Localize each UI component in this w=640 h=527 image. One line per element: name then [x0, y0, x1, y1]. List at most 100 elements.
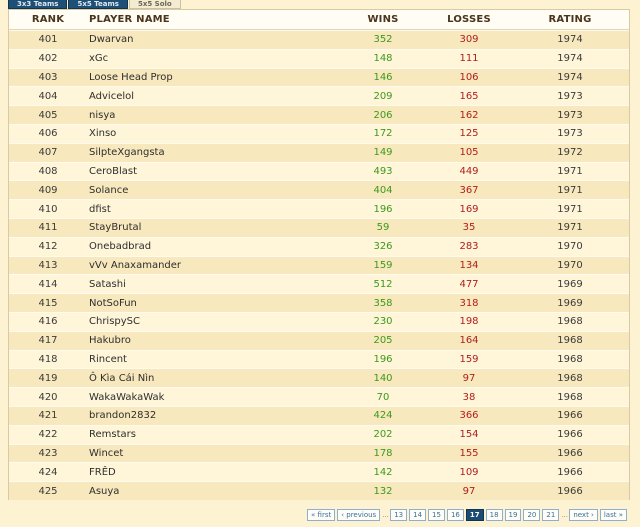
player-name-link[interactable]: brandon2832 [89, 410, 157, 422]
rank-column-header[interactable]: RANK [31, 14, 65, 25]
player-name-link[interactable]: Advicelol [89, 90, 135, 102]
player-name-link[interactable]: ChrispySC [89, 316, 141, 328]
player-column-header[interactable]: PLAYER NAME [89, 14, 170, 25]
page-number-button[interactable]: 13 [390, 509, 408, 521]
rank-cell: 415 [38, 297, 58, 309]
pagination: « first ‹ previous ... 13 14 15 16 17 18 19 20 2… [307, 509, 627, 521]
rating-cell: 1966 [557, 466, 583, 478]
previous-page-button[interactable]: ‹ previous [337, 509, 381, 521]
wins-cell: 230 [373, 316, 393, 328]
player-name-link[interactable]: WakaWakaWak [89, 391, 165, 403]
table-row: 412 Onebadbrad 326 283 1970 [9, 236, 629, 256]
player-name-link[interactable]: Wincet [89, 447, 124, 459]
page-number-button[interactable]: 16 [446, 509, 464, 521]
player-name-link[interactable]: dfist [89, 203, 111, 215]
losses-cell: 162 [459, 109, 479, 121]
player-name-link[interactable]: xGc [89, 53, 109, 65]
player-name-link[interactable]: nisya [89, 109, 116, 121]
first-page-button[interactable]: « first [307, 509, 336, 521]
wins-cell: 358 [373, 297, 393, 309]
player-name-link[interactable]: NotSoFun [89, 297, 137, 309]
page-number-button[interactable]: 15 [428, 509, 445, 521]
losses-cell: 155 [459, 447, 479, 459]
rank-cell: 408 [38, 165, 58, 177]
rank-cell: 409 [38, 184, 58, 196]
tab-3x3-teams[interactable]: 3x3 Teams [8, 0, 68, 9]
losses-cell: 283 [459, 241, 479, 253]
rank-cell: 411 [38, 222, 58, 234]
losses-cell: 134 [459, 259, 479, 271]
player-name-link[interactable]: Satashi [89, 278, 126, 290]
tab-5x5-teams[interactable]: 5x5 Teams [68, 0, 128, 9]
rating-cell: 1973 [557, 128, 583, 140]
losses-cell: 97 [462, 372, 476, 384]
losses-cell: 109 [459, 466, 479, 478]
table-row: 401 Dwarvan 352 309 1974 [9, 30, 629, 49]
table-row: 404 Advicelol 209 165 1973 [9, 86, 629, 106]
rating-cell: 1968 [557, 316, 583, 328]
losses-cell: 477 [459, 278, 479, 290]
pagination-ellipsis: ... [561, 511, 568, 519]
losses-cell: 38 [462, 391, 476, 403]
player-name-link[interactable]: Xinso [89, 128, 117, 140]
rank-cell: 424 [38, 466, 58, 478]
player-name-link[interactable]: Hakubro [89, 335, 131, 347]
rank-cell: 412 [38, 241, 58, 253]
player-name-link[interactable]: CeroBlast [89, 165, 138, 177]
wins-cell: 493 [373, 165, 393, 177]
wins-cell: 202 [373, 429, 393, 441]
wins-column-header[interactable]: WINS [367, 14, 399, 25]
player-name-link[interactable]: Remstars [89, 429, 136, 441]
wins-cell: 70 [376, 391, 390, 403]
rating-cell: 1968 [557, 372, 583, 384]
losses-cell: 367 [459, 184, 479, 196]
rating-cell: 1968 [557, 335, 583, 347]
table-row: 421 brandon2832 424 366 1966 [9, 405, 629, 425]
player-name-link[interactable]: Rincent [89, 353, 127, 365]
rank-cell: 422 [38, 429, 58, 441]
page-number-button[interactable]: 21 [542, 509, 560, 521]
table-row: 422 Remstars 202 154 1966 [9, 424, 629, 444]
wins-cell: 146 [373, 71, 393, 83]
player-name-link[interactable]: Solance [89, 184, 129, 196]
current-page-button[interactable]: 17 [465, 509, 484, 521]
rank-cell: 401 [38, 34, 58, 46]
tab-5x5-solo[interactable]: 5x5 Solo [128, 0, 181, 9]
rating-cell: 1969 [557, 297, 583, 309]
rank-cell: 418 [38, 353, 58, 365]
page-number-button[interactable]: 19 [504, 509, 522, 521]
player-name-link[interactable]: Ô Kìa Cái Nìn [89, 372, 155, 384]
last-page-button[interactable]: last » [599, 509, 627, 521]
player-name-link[interactable]: Asuya [89, 485, 120, 497]
player-name-link[interactable]: StayBrutal [89, 222, 142, 234]
wins-cell: 196 [373, 203, 393, 215]
rank-cell: 414 [38, 278, 58, 290]
losses-column-header[interactable]: LOSSES [447, 14, 491, 25]
table-body: 401 Dwarvan 352 309 1974 402 xGc 148 111 1974 403 L… [9, 30, 629, 500]
losses-cell: 164 [459, 335, 479, 347]
table-row: 413 vVv Anaxamander 159 134 1970 [9, 255, 629, 275]
losses-cell: 97 [462, 485, 476, 497]
table-row: 418 Rincent 196 159 1968 [9, 349, 629, 369]
player-name-link[interactable]: SilpteXgangsta [89, 147, 165, 159]
rating-column-header[interactable]: RATING [548, 14, 592, 25]
player-name-link[interactable]: Loose Head Prop [89, 71, 173, 83]
player-name-link[interactable]: Onebadbrad [89, 241, 152, 253]
player-name-link[interactable]: FRÊD [89, 466, 116, 478]
table-row: 425 Asuya 132 97 1966 [9, 481, 629, 500]
rank-cell: 421 [38, 410, 58, 422]
rank-cell: 416 [38, 316, 58, 328]
player-name-link[interactable]: vVv Anaxamander [89, 259, 182, 271]
next-page-button[interactable]: next › [569, 509, 598, 521]
rank-cell: 406 [38, 128, 58, 140]
rating-cell: 1970 [557, 259, 583, 271]
rating-cell: 1972 [557, 147, 583, 159]
wins-cell: 159 [373, 259, 393, 271]
table-row: 423 Wincet 178 155 1966 [9, 443, 629, 463]
player-name-link[interactable]: Dwarvan [89, 34, 134, 46]
page-number-button[interactable]: 14 [409, 509, 427, 521]
page-number-button[interactable]: 18 [485, 509, 503, 521]
rating-cell: 1966 [557, 410, 583, 422]
rating-cell: 1966 [557, 429, 583, 441]
page-number-button[interactable]: 20 [523, 509, 541, 521]
